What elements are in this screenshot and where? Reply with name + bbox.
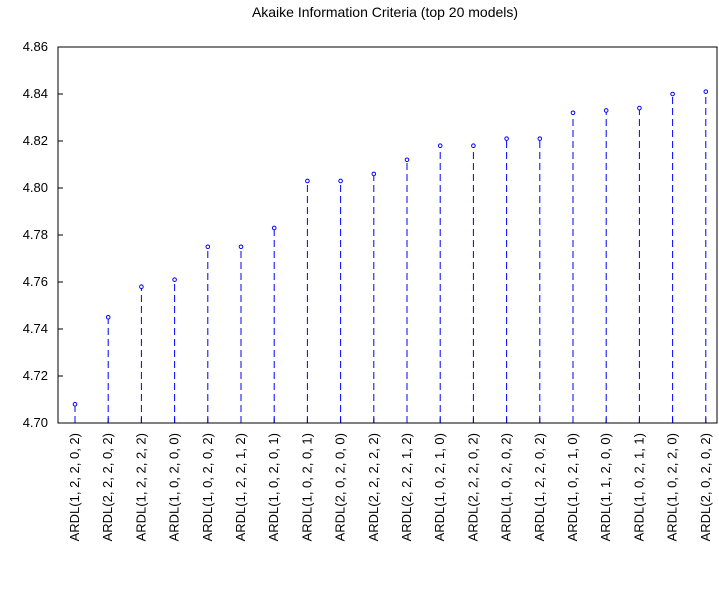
x-tick-label: ARDL(1, 0, 2, 0, 2) <box>499 433 514 541</box>
data-point <box>570 110 576 116</box>
chart-title: Akaike Information Criteria (top 20 mode… <box>252 4 518 20</box>
data-point <box>537 136 543 141</box>
x-tick-label: ARDL(1, 2, 2, 1, 2) <box>233 433 248 541</box>
data-point <box>105 314 111 320</box>
y-tick-label: 4.80 <box>23 180 48 195</box>
x-tick-label: ARDL(1, 0, 2, 0, 1) <box>266 433 281 541</box>
x-tick-label: ARDL(1, 0, 2, 0, 2) <box>200 433 215 541</box>
y-tick-label: 4.84 <box>23 86 48 101</box>
x-tick-label: ARDL(1, 0, 2, 1, 0) <box>565 433 580 541</box>
plot-frame <box>57 46 718 424</box>
y-tick-label: 4.72 <box>23 368 48 383</box>
data-point <box>305 178 310 184</box>
x-tick-label: ARDL(1, 2, 2, 2, 2) <box>133 433 148 541</box>
y-tick-label: 4.86 <box>23 39 48 54</box>
x-tick-label: ARDL(1, 0, 2, 0, 0) <box>167 433 182 541</box>
data-point <box>504 136 509 141</box>
x-tick-label: ARDL(2, 0, 2, 0, 0) <box>333 433 348 541</box>
y-tick-label: 4.76 <box>23 274 48 289</box>
x-axis: ARDL(1, 2, 2, 0, 2) ARDL(2, 2, 2, 0, 2) AR… <box>67 418 713 541</box>
data-point <box>172 277 177 282</box>
data-point <box>404 157 410 163</box>
x-tick-label: ARDL(1, 0, 2, 1, 1) <box>631 433 646 541</box>
data-point <box>72 401 78 407</box>
data-point <box>471 143 476 148</box>
data-point <box>703 89 709 94</box>
x-tick-label: ARDL(1, 2, 2, 0, 2) <box>532 433 547 541</box>
data-point <box>205 244 211 250</box>
data-point <box>603 108 609 113</box>
x-tick-label: ARDL(1, 2, 2, 0, 2) <box>67 433 82 541</box>
x-tick-label: ARDL(2, 2, 2, 2, 2) <box>366 433 381 541</box>
data-point <box>371 171 377 177</box>
x-tick-label: ARDL(2, 0, 2, 0, 2) <box>698 433 713 541</box>
x-tick-label: ARDL(1, 1, 2, 0, 0) <box>598 433 613 541</box>
x-tick-label: ARDL(2, 2, 2, 0, 2) <box>100 433 115 541</box>
y-tick-label: 4.70 <box>23 415 48 430</box>
data-point <box>637 105 642 111</box>
y-tick-label: 4.74 <box>23 321 48 336</box>
y-tick-label: 4.82 <box>23 133 48 148</box>
y-tick-label: 4.78 <box>23 227 48 242</box>
y-axis: 4.70 4.72 4.74 4.76 4.78 4.80 4.82 4.84 4.86 <box>23 39 63 430</box>
x-tick-label: ARDL(1, 0, 2, 2, 0) <box>665 433 680 541</box>
plot-marks <box>72 89 709 423</box>
x-tick-label: ARDL(2, 2, 2, 0, 2) <box>465 433 480 541</box>
x-tick-label: ARDL(1, 0, 2, 0, 1) <box>299 433 314 541</box>
data-point <box>271 225 277 231</box>
data-point <box>238 244 244 250</box>
x-tick-label: ARDL(2, 2, 2, 1, 2) <box>399 433 414 541</box>
data-point <box>338 178 343 184</box>
data-point <box>437 143 443 148</box>
data-point <box>670 91 675 97</box>
x-tick-label: ARDL(1, 0, 2, 1, 0) <box>432 433 447 541</box>
data-point <box>139 284 144 290</box>
